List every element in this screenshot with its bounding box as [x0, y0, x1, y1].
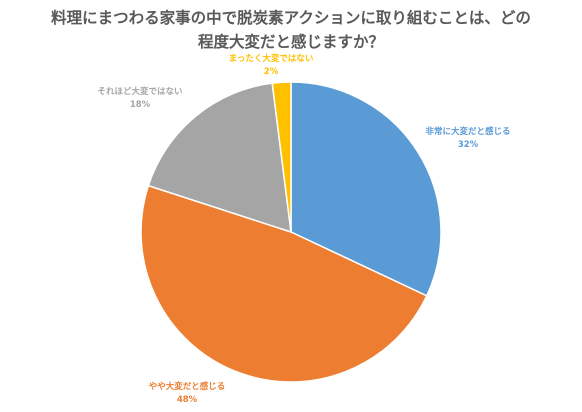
pie-slice-4 [271, 81, 292, 233]
slice-label: まったく大変ではない [228, 54, 314, 64]
slice-percent: 32% [457, 140, 479, 150]
slice-percent: 18% [129, 100, 151, 110]
pie-slice-2 [140, 184, 428, 383]
chart-title-line-1: 料理にまつわる家事の中で脱炭素アクションに取り組むことは、どの [51, 9, 531, 27]
data-label-not-so-hard: それほど大変ではない 18% [80, 86, 200, 112]
slice-label: それほど大変ではない [97, 87, 183, 97]
slice-label: 非常に大変だと感じる [425, 127, 511, 137]
data-label-somewhat-hard: やや大変だと感じる 48% [127, 381, 247, 407]
chart-title: 料理にまつわる家事の中で脱炭素アクションに取り組むことは、どの 程度大変だと感じ… [0, 6, 582, 54]
pie-slice-3 [147, 82, 292, 234]
pie-slice-1 [290, 81, 442, 297]
data-label-not-hard-at-all: まったく大変ではない 2% [211, 53, 331, 79]
chart-title-line-2: 程度大変だと感じますか？ [197, 33, 384, 51]
slice-percent: 2% [263, 67, 279, 77]
slice-percent: 48% [176, 395, 198, 405]
slice-label: やや大変だと感じる [148, 382, 226, 392]
data-label-very-hard: 非常に大変だと感じる 32% [408, 126, 528, 152]
